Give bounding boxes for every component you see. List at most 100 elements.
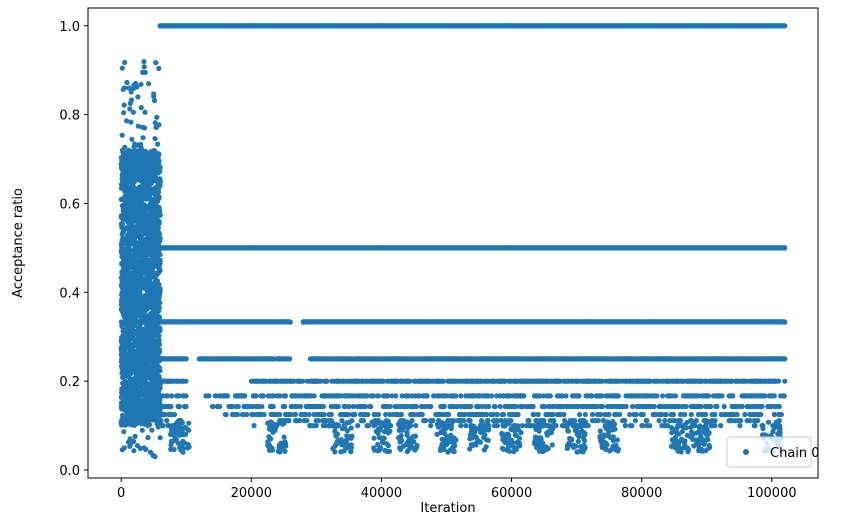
data-point (123, 320, 129, 327)
data-point (124, 373, 131, 379)
data-point (155, 141, 161, 147)
data-point (120, 260, 126, 266)
data-point (130, 296, 136, 302)
data-point (131, 448, 137, 454)
data-point (119, 65, 125, 71)
data-point (132, 232, 138, 238)
data-point (149, 333, 156, 339)
data-point (145, 434, 151, 441)
data-point (130, 376, 136, 382)
data-point (152, 454, 158, 460)
data-point (157, 435, 163, 441)
data-point (152, 280, 158, 286)
data-point (141, 445, 147, 451)
data-point (148, 281, 154, 287)
data-point (126, 85, 132, 91)
data-point (132, 433, 138, 439)
data-point (125, 150, 131, 156)
data-point (144, 247, 150, 253)
data-point (149, 427, 155, 433)
data-point (121, 282, 127, 288)
data-point (130, 253, 136, 259)
data-point (155, 160, 161, 166)
data-point (137, 318, 143, 324)
data-point (148, 222, 154, 228)
data-point (128, 97, 134, 103)
data-point (130, 390, 137, 396)
data-point (157, 168, 163, 175)
data-point (154, 407, 160, 413)
data-point (153, 258, 159, 264)
data-point (119, 276, 125, 283)
data-point (123, 356, 129, 362)
data-point (143, 418, 149, 424)
data-point (156, 65, 162, 72)
data-point (155, 387, 161, 393)
data-point (144, 242, 150, 248)
data-point (135, 328, 141, 334)
data-point (287, 319, 293, 325)
data-point (152, 188, 158, 194)
data-point (143, 163, 149, 169)
data-point (136, 162, 142, 168)
data-point (139, 402, 145, 408)
data-point (156, 347, 163, 353)
data-point (124, 118, 130, 124)
data-point (129, 136, 135, 142)
data-point (148, 327, 155, 333)
data-point (127, 106, 133, 112)
data-point (154, 289, 160, 295)
data-point (120, 298, 126, 304)
data-point (123, 314, 129, 320)
data-point (140, 135, 146, 141)
data-point (149, 245, 155, 251)
data-point (150, 295, 156, 301)
data-point (144, 325, 150, 332)
data-point (128, 119, 134, 125)
data-point (152, 197, 159, 203)
data-point (122, 202, 128, 208)
data-point (133, 358, 139, 364)
data-point (144, 318, 150, 325)
data-point (121, 102, 127, 108)
data-point (130, 152, 136, 158)
data-point (157, 252, 163, 258)
data-point (121, 110, 127, 116)
data-point (781, 245, 787, 251)
data-point (147, 390, 153, 396)
data-point (124, 263, 130, 269)
data-point (148, 200, 154, 206)
data-point (125, 293, 131, 299)
data-point (138, 224, 145, 230)
data-point (130, 183, 136, 189)
data-point (131, 403, 137, 409)
data-point (130, 109, 136, 115)
data-point (149, 394, 155, 400)
data-point (127, 422, 133, 428)
data-point (150, 302, 156, 308)
data-point (120, 156, 126, 162)
data-point (151, 93, 157, 99)
data-point (148, 233, 155, 239)
data-point (128, 308, 134, 314)
data-point (128, 315, 134, 321)
data-point (119, 176, 125, 182)
data-point (143, 195, 150, 202)
data-point (134, 246, 141, 252)
data-point (132, 280, 138, 286)
data-point (128, 163, 134, 169)
data-point (126, 235, 132, 241)
data-point (121, 386, 127, 392)
data-point (121, 331, 127, 337)
data-point (145, 264, 151, 270)
data-point (119, 404, 125, 410)
data-point (127, 360, 133, 366)
data-point (126, 281, 132, 287)
data-point (782, 378, 788, 384)
data-point (127, 347, 133, 353)
data-point (153, 227, 159, 233)
data-point (137, 261, 143, 267)
data-point (138, 105, 144, 111)
data-point (124, 247, 130, 253)
data-point (140, 362, 146, 368)
